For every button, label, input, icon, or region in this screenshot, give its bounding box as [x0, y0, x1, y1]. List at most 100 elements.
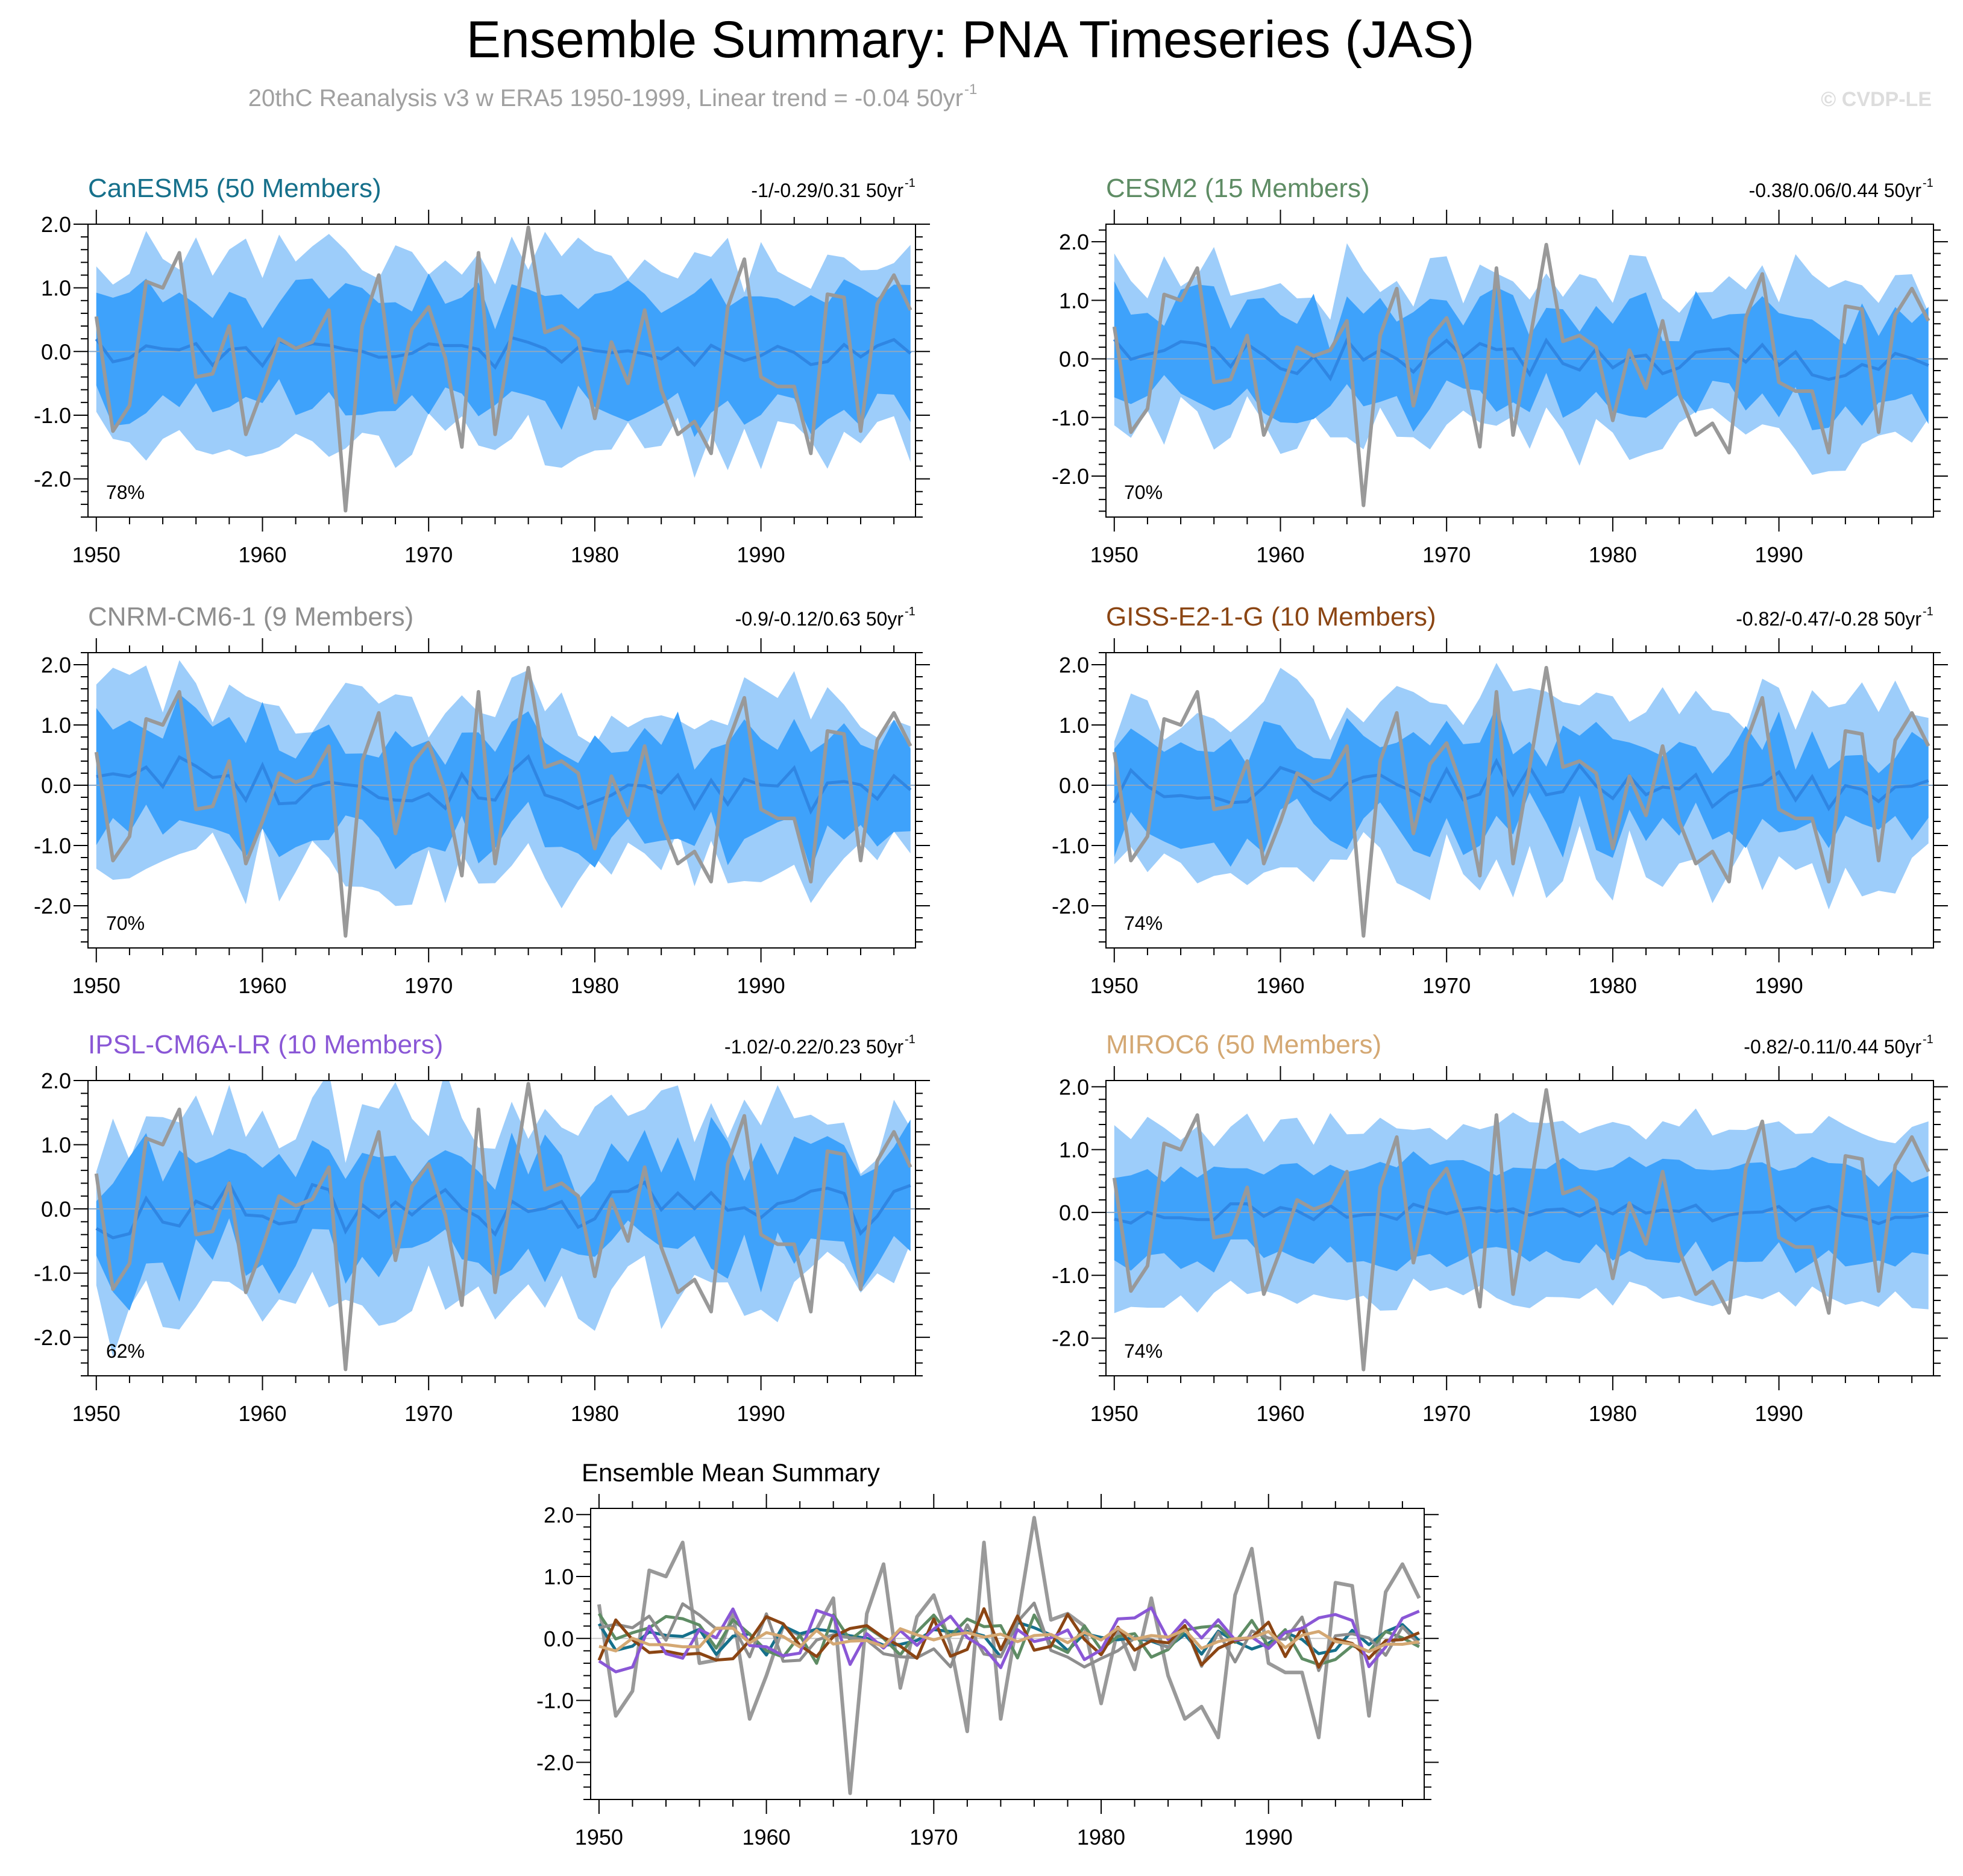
- trend-label: -0.82/-0.47/-0.28 50yr: [1736, 608, 1921, 630]
- model-mean-line-giss: [597, 1607, 1420, 1669]
- x-tick-label: 1970: [1422, 1401, 1471, 1426]
- trend-label-sup: -1: [905, 177, 916, 190]
- inner-spread-band: [96, 694, 911, 871]
- plot-area: [88, 1081, 916, 1372]
- y-tick-label: 0.0: [41, 339, 71, 364]
- trend-label: -1/-0.29/0.31 50yr: [751, 180, 903, 201]
- model-mean-line-miroc6: [598, 1627, 1420, 1654]
- panel-title: CESM2 (15 Members): [1106, 174, 1370, 203]
- panel-canesm5: 2.0 1.0 0.0 -1.0 -2.0 1950 1960 1970 1980 1990 Can…: [34, 174, 930, 567]
- y-tick-label: -2.0: [1052, 464, 1089, 489]
- x-tick-label: 1990: [1245, 1825, 1293, 1849]
- y-tick-label: -1.0: [1052, 1263, 1089, 1288]
- x-tick-label: 1970: [404, 1401, 453, 1426]
- y-tick-label: -1.0: [1052, 833, 1089, 858]
- y-tick-label: 0.0: [544, 1627, 574, 1651]
- x-tick-label: 1950: [72, 1401, 121, 1426]
- x-tick-label: 1980: [1589, 1401, 1637, 1426]
- x-tick-label: 1960: [238, 542, 286, 567]
- y-tick-label: -1.0: [34, 403, 71, 428]
- y-tick-label: 0.0: [41, 773, 71, 798]
- x-tick-label: 1950: [72, 973, 121, 998]
- plot-area: [1106, 243, 1933, 507]
- x-tick-label: 1980: [1589, 542, 1637, 567]
- x-tick-label: 1950: [1090, 1401, 1139, 1426]
- y-tick-label: -1.0: [1052, 406, 1089, 430]
- y-tick-label: 1.0: [41, 713, 71, 738]
- inner-spread-band: [1114, 281, 1929, 432]
- plot-frame: [87, 652, 916, 949]
- y-tick-label: 2.0: [1059, 1074, 1089, 1099]
- plot-frame: [87, 1080, 916, 1376]
- x-tick-label: 1960: [238, 973, 286, 998]
- trend-label-sup: -1: [1923, 605, 1933, 618]
- x-tick-label: 1970: [1422, 542, 1471, 567]
- panel-ensemble-mean-summary: 2.0 1.0 0.0 -1.0 -2.0 1950 1960 1970 1980 1990 Ens…: [536, 1458, 1439, 1849]
- y-tick-label: -2.0: [34, 467, 71, 492]
- y-tick-label: -2.0: [1052, 1326, 1089, 1351]
- percent-label: 78%: [106, 482, 145, 503]
- x-tick-label: 1960: [1256, 1401, 1304, 1426]
- x-tick-label: 1980: [571, 542, 619, 567]
- observation-line: [94, 225, 912, 513]
- panel-cnrm: 2.0 1.0 0.0 -1.0 -2.0 1950 1960 1970 1980 1990 CNR…: [34, 602, 930, 998]
- x-tick-label: 1960: [1256, 542, 1304, 567]
- plot-frame: [590, 1508, 1425, 1800]
- y-tick-label: 1.0: [41, 276, 71, 301]
- y-tick-label: 0.0: [1059, 773, 1089, 798]
- y-tick-label: -2.0: [1052, 894, 1089, 918]
- ensemble-mean-line: [1113, 758, 1929, 812]
- y-tick-label: 1.0: [1059, 713, 1089, 738]
- x-tick-label: 1970: [909, 1825, 958, 1849]
- y-tick-label: 0.0: [41, 1197, 71, 1222]
- panel-title: IPSL-CM6A-LR (10 Members): [88, 1030, 443, 1059]
- panel-miroc6: 2.0 1.0 0.0 -1.0 -2.0 1950 1960 1970 1980 1990 MIR…: [1052, 1030, 1948, 1426]
- percent-label: 74%: [1124, 912, 1163, 934]
- x-tick-label: 1990: [737, 1401, 785, 1426]
- panel-title: GISS-E2-1-G (10 Members): [1106, 602, 1436, 632]
- observation-line: [1112, 666, 1930, 938]
- x-tick-label: 1980: [1077, 1825, 1125, 1849]
- panel-title: CNRM-CM6-1 (9 Members): [88, 602, 413, 632]
- panel-title: Ensemble Mean Summary: [582, 1458, 880, 1487]
- y-tick-label: 1.0: [1059, 1138, 1089, 1162]
- trend-label-sup: -1: [905, 605, 916, 618]
- trend-label: -0.9/-0.12/0.63 50yr: [735, 608, 904, 630]
- y-tick-label: 2.0: [544, 1502, 574, 1527]
- percent-label: 70%: [1124, 482, 1163, 503]
- panel-cesm2: 2.0 1.0 0.0 -1.0 -2.0 1950 1960 1970 1980 1990 CES…: [1052, 174, 1948, 567]
- x-tick-label: 1990: [737, 973, 785, 998]
- trend-label-sup: -1: [905, 1033, 916, 1046]
- trend-label: -1.02/-0.22/0.23 50yr: [724, 1036, 903, 1058]
- x-tick-label: 1960: [238, 1401, 286, 1426]
- x-tick-label: 1990: [1755, 973, 1803, 998]
- trend-label: -0.82/-0.11/0.44 50yr: [1744, 1036, 1921, 1058]
- y-tick-label: 0.0: [1059, 347, 1089, 372]
- observation-line: [94, 1082, 912, 1372]
- y-tick-label: -1.0: [34, 833, 71, 858]
- model-mean-line-ipsl: [598, 1606, 1420, 1674]
- y-tick-label: 1.0: [544, 1564, 574, 1589]
- y-tick-label: 2.0: [1059, 230, 1089, 254]
- plot-frame: [1105, 1080, 1934, 1376]
- x-tick-label: 1950: [1090, 542, 1139, 567]
- x-tick-label: 1950: [72, 542, 121, 567]
- percent-label: 70%: [106, 912, 145, 934]
- x-tick-label: 1990: [737, 542, 785, 567]
- panel-title: MIROC6 (50 Members): [1106, 1030, 1381, 1059]
- plot-area: [1106, 1088, 1933, 1372]
- figure-title: Ensemble Summary: PNA Timeseries (JAS): [466, 11, 1475, 69]
- x-tick-label: 1980: [571, 1401, 619, 1426]
- panel-ipsl: 2.0 1.0 0.0 -1.0 -2.0 1950 1960 1970 1980 1990 IPS…: [34, 1030, 930, 1426]
- watermark: © CVDP-LE: [1821, 88, 1932, 111]
- plot-frame: [1105, 652, 1934, 949]
- observation-line: [94, 666, 912, 938]
- y-tick-label: 0.0: [1059, 1200, 1089, 1225]
- x-tick-label: 1980: [1589, 973, 1637, 998]
- plot-frame: [87, 224, 916, 518]
- x-tick-label: 1970: [404, 973, 453, 998]
- x-tick-label: 1980: [571, 973, 619, 998]
- plot-area: [591, 1516, 1424, 1795]
- ensemble-mean-line: [95, 1180, 911, 1240]
